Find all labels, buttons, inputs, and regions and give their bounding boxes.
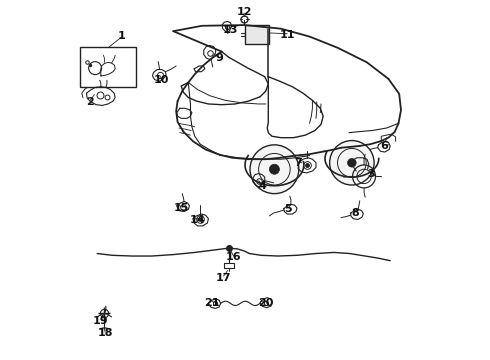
Text: 13: 13 (222, 25, 238, 35)
Circle shape (330, 140, 374, 185)
Text: 2: 2 (86, 97, 94, 107)
Text: 12: 12 (237, 7, 252, 17)
Text: 1: 1 (118, 31, 125, 41)
FancyBboxPatch shape (245, 25, 270, 44)
Text: 17: 17 (216, 273, 231, 283)
Text: 5: 5 (284, 204, 292, 215)
Text: 9: 9 (215, 53, 223, 63)
Text: 7: 7 (294, 158, 302, 168)
Text: 11: 11 (280, 30, 295, 40)
Text: 10: 10 (154, 75, 170, 85)
Circle shape (347, 158, 356, 167)
Text: 19: 19 (93, 316, 109, 325)
Circle shape (250, 145, 299, 194)
Text: 3: 3 (368, 168, 375, 179)
Text: 8: 8 (352, 208, 359, 218)
Text: 4: 4 (258, 181, 266, 192)
Text: 16: 16 (226, 252, 242, 262)
Text: 21: 21 (204, 298, 220, 308)
Text: 18: 18 (98, 328, 113, 338)
Circle shape (270, 164, 279, 174)
Text: 14: 14 (190, 215, 205, 225)
Text: 15: 15 (173, 203, 189, 213)
Text: 6: 6 (380, 141, 388, 151)
Text: 20: 20 (258, 298, 273, 308)
